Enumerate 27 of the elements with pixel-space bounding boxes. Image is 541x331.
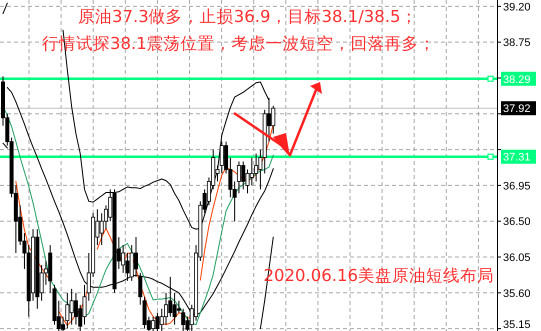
candlestick xyxy=(250,157,254,186)
ref-line-label: 38.29 xyxy=(503,74,531,86)
candlestick xyxy=(181,308,186,331)
candlestick xyxy=(271,105,276,134)
candlestick xyxy=(220,141,224,174)
candlestick xyxy=(241,161,246,190)
candlestick xyxy=(155,312,160,331)
y-tick-label: 35.15 xyxy=(503,319,531,331)
y-tick-label: 36.95 xyxy=(503,180,531,192)
candlestick xyxy=(151,316,156,331)
candlestick xyxy=(70,288,74,326)
y-tick-label: 36.50 xyxy=(503,216,531,228)
y-tick-label: 38.75 xyxy=(503,37,531,50)
candlestick xyxy=(125,252,130,282)
candlestick xyxy=(160,308,164,331)
candlestick xyxy=(134,236,138,278)
ref-line-label: 37.31 xyxy=(503,152,531,164)
annotation: 原油37.3做多，止损36.9，目标38.1/38.5； xyxy=(78,7,418,26)
candlestick xyxy=(65,292,70,330)
y-tick-label: 36.05 xyxy=(503,252,531,264)
candlestick xyxy=(130,244,134,282)
y-tick-label: 35.60 xyxy=(503,288,531,300)
ref-line-label: 37.92 xyxy=(503,103,531,116)
candlestick xyxy=(254,153,258,182)
candlestick xyxy=(236,161,241,194)
y-tick-label: 39.20 xyxy=(503,1,531,14)
candlestick xyxy=(100,212,104,246)
